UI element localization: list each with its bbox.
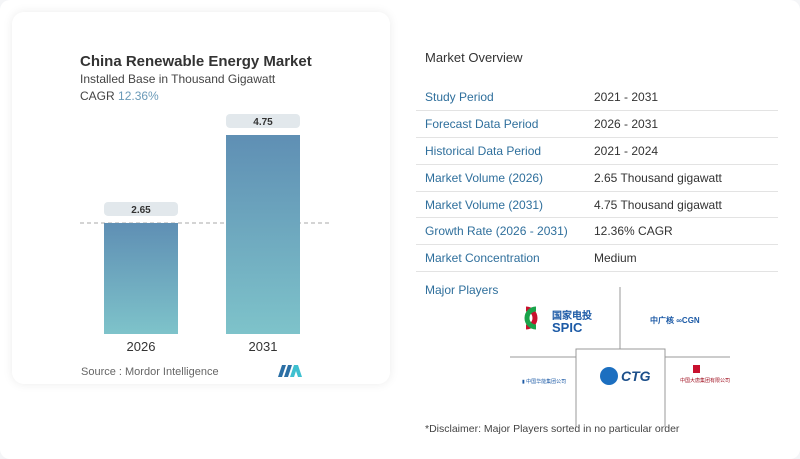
bar-2031 bbox=[226, 135, 300, 334]
overview-table: Study Period 2021 - 2031 Forecast Data Per… bbox=[416, 84, 778, 273]
overview-row: Historical Data Period 2021 - 2024 bbox=[416, 137, 778, 165]
svg-text:国家电投: 国家电投 bbox=[552, 309, 592, 322]
mordor-logo-icon bbox=[278, 365, 302, 377]
chart-title: China Renewable Energy Market bbox=[80, 53, 312, 70]
overview-key: Market Volume (2031) bbox=[416, 191, 594, 219]
divider bbox=[575, 348, 666, 427]
svg-text:▮ 中国华能集团公司: ▮ 中国华能集团公司 bbox=[522, 378, 566, 385]
svg-text:中广核 ∞CGN: 中广核 ∞CGN bbox=[650, 315, 700, 325]
overview-title: Market Overview bbox=[425, 50, 523, 65]
bar-chart: 2.65 2026 4.75 2031 bbox=[80, 114, 330, 354]
disclaimer: *Disclaimer: Major Players sorted in no … bbox=[425, 423, 680, 435]
huaneng-logo-icon: ▮ 中国华能集团公司 bbox=[522, 378, 566, 385]
overview-row: Market Volume (2031) 4.75 Thousand gigawa… bbox=[416, 191, 778, 219]
cgn-logo-icon: 中广核 ∞CGN bbox=[650, 315, 700, 325]
svg-text:CTG: CTG bbox=[621, 368, 651, 384]
data-label: 2.65 bbox=[131, 205, 151, 216]
ctg-logo-icon: CTG bbox=[600, 367, 651, 385]
overview-key: Study Period bbox=[416, 84, 594, 112]
overview-value: 2021 - 2031 bbox=[594, 84, 778, 112]
overview-key: Forecast Data Period bbox=[416, 110, 594, 139]
overview-key: Growth Rate (2026 - 2031) bbox=[416, 217, 594, 246]
data-label-box bbox=[226, 114, 300, 128]
overview-row: Market Volume (2026) 2.65 Thousand gigawa… bbox=[416, 164, 778, 192]
overview-value: 4.75 Thousand gigawatt bbox=[594, 191, 778, 219]
data-label: 4.75 bbox=[253, 117, 273, 128]
overview-row: Market Concentration Medium bbox=[416, 244, 778, 273]
bar-2026 bbox=[104, 222, 178, 334]
overview-row: Growth Rate (2026 - 2031) 12.36% CAGR bbox=[416, 217, 778, 246]
source: Source : Mordor Intelligence bbox=[81, 366, 219, 378]
data-label-box bbox=[104, 201, 178, 216]
overview-value: 2021 - 2024 bbox=[594, 137, 778, 165]
overview-key: Market Volume (2026) bbox=[416, 164, 594, 192]
x-tick-label: 2031 bbox=[249, 339, 278, 354]
svg-text:中国大唐集团有限公司: 中国大唐集团有限公司 bbox=[680, 377, 730, 384]
x-tick-label: 2026 bbox=[127, 339, 156, 354]
overview-row: Study Period 2021 - 2031 bbox=[416, 84, 778, 112]
cagr-label: CAGR bbox=[80, 89, 115, 103]
overview-value: 2.65 Thousand gigawatt bbox=[594, 164, 778, 192]
major-players-title: Major Players bbox=[425, 283, 499, 297]
overview-key: Market Concentration bbox=[416, 244, 594, 273]
chart-card bbox=[12, 12, 390, 384]
cagr: CAGR 12.36% bbox=[80, 89, 159, 103]
overview-value: 12.36% CAGR bbox=[594, 217, 778, 246]
chart-subtitle: Installed Base in Thousand Gigawatt bbox=[80, 72, 276, 86]
cagr-value: 12.36% bbox=[118, 89, 159, 103]
overview-key: Historical Data Period bbox=[416, 137, 594, 165]
svg-text:SPIC: SPIC bbox=[552, 320, 583, 335]
overview-value: Medium bbox=[594, 244, 778, 273]
datang-logo-icon: 中国大唐集团有限公司 bbox=[680, 365, 730, 384]
overview-value: 2026 - 2031 bbox=[594, 110, 778, 139]
overview-row: Forecast Data Period 2026 - 2031 bbox=[416, 110, 778, 139]
